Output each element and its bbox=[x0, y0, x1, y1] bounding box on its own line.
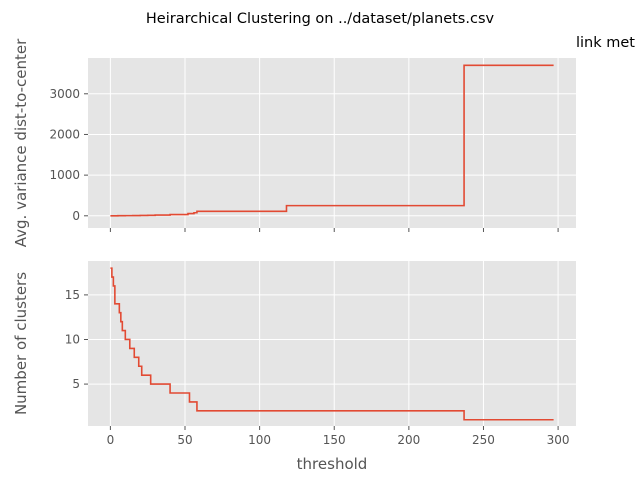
bottom-x-tick-label: 250 bbox=[472, 433, 495, 447]
bottom-x-tick-label: 100 bbox=[248, 433, 271, 447]
top-series-line bbox=[110, 64, 554, 217]
top-y-tick-label: 0 bbox=[72, 209, 80, 223]
bottom-x-axis-label: threshold bbox=[297, 455, 368, 473]
figure-title: Heirarchical Clustering on ../dataset/pl… bbox=[146, 11, 495, 27]
bottom-y-axis-label: Number of clusters bbox=[12, 272, 30, 415]
side-label: link met bbox=[576, 35, 635, 51]
bottom-y-tick-label: 10 bbox=[65, 332, 80, 346]
bottom-panel: 0 50 100 150 200 250 300 5 10 15 Number of cluster… bbox=[12, 261, 576, 473]
top-y-tick-label: 3000 bbox=[49, 87, 80, 101]
bottom-x-tick-label: 150 bbox=[323, 433, 346, 447]
top-plot-area bbox=[88, 58, 576, 228]
bottom-y-tick-label: 15 bbox=[65, 288, 80, 302]
bottom-x-tick-label: 50 bbox=[177, 433, 192, 447]
top-y-tick-label: 2000 bbox=[49, 127, 80, 141]
bottom-x-tick-label: 300 bbox=[547, 433, 570, 447]
bottom-x-tick-label: 200 bbox=[397, 433, 420, 447]
bottom-series-line bbox=[110, 267, 554, 421]
bottom-plot-area bbox=[88, 261, 576, 426]
top-panel: 0 1000 2000 3000 Avg. variance dist-to-cente… bbox=[12, 38, 576, 247]
top-y-axis-label: Avg. variance dist-to-center bbox=[12, 38, 30, 247]
bottom-y-tick-label: 5 bbox=[72, 377, 80, 391]
bottom-x-tick-label: 0 bbox=[107, 433, 115, 447]
top-y-tick-label: 1000 bbox=[49, 168, 80, 182]
